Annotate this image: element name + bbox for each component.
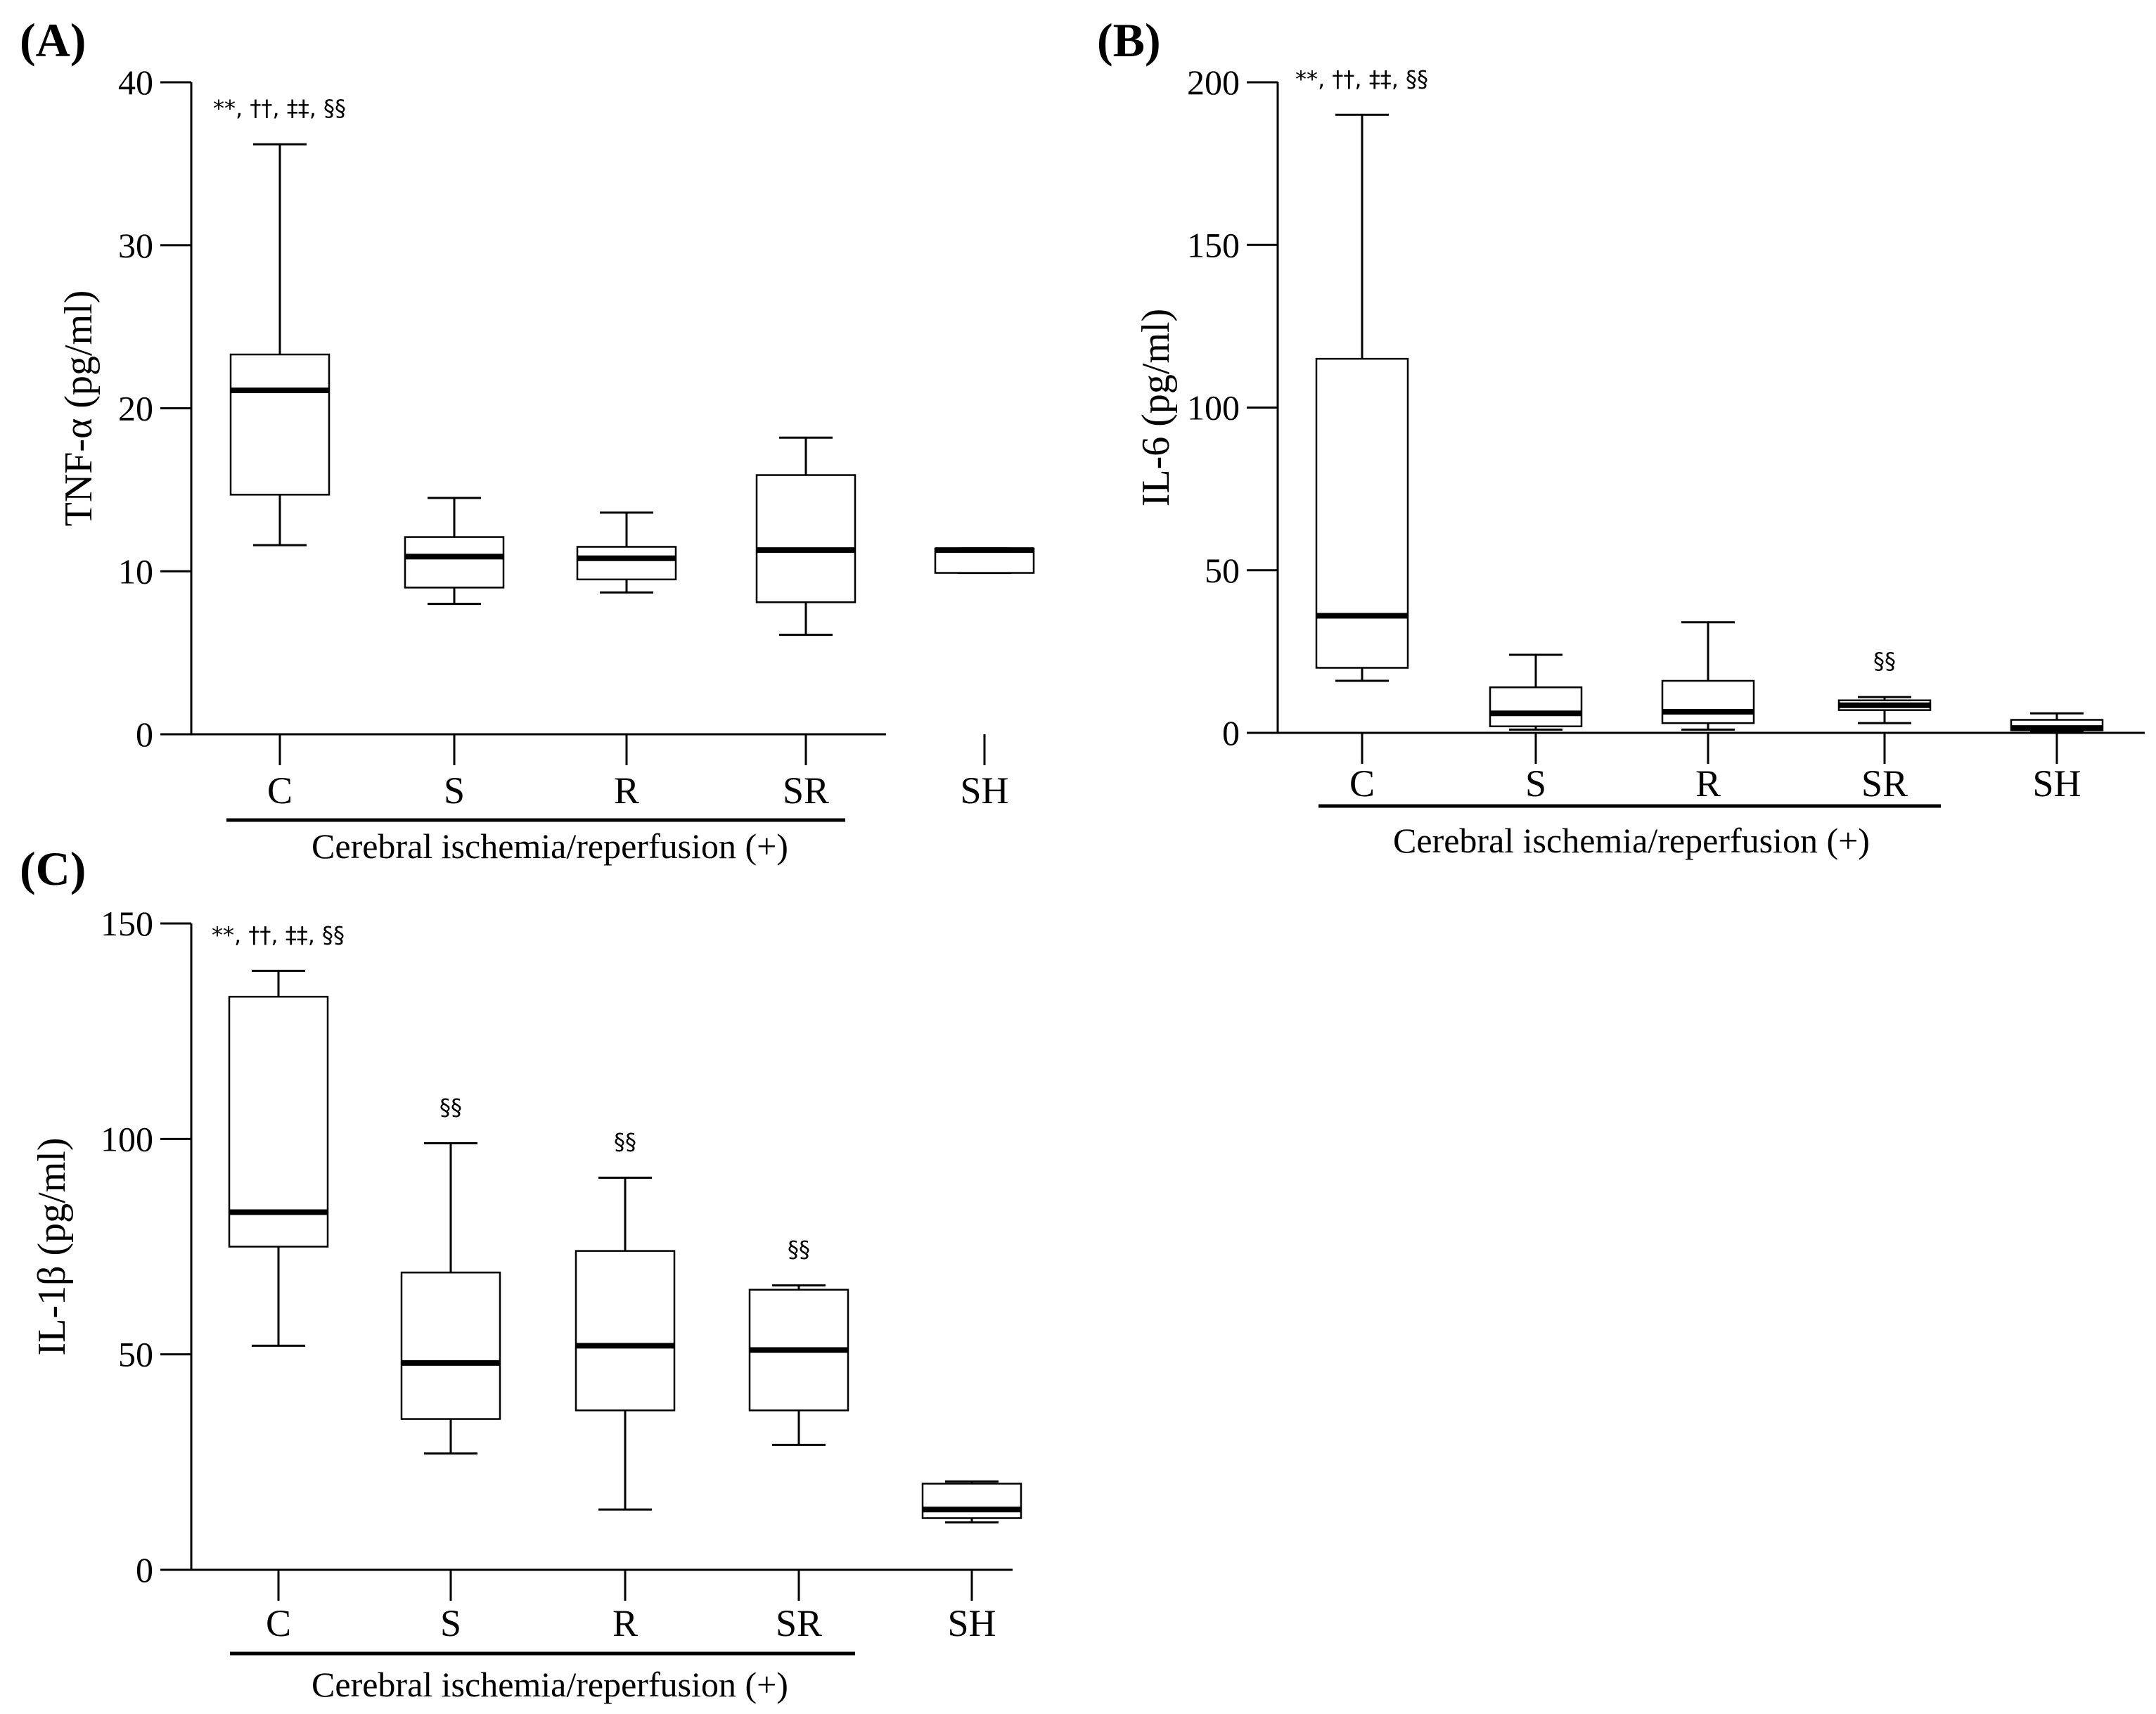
x-tick-label: C xyxy=(267,769,293,812)
significance-annotation: **, ††, ‡‡, §§ xyxy=(213,95,346,122)
y-tick-label: 150 xyxy=(1187,225,1240,264)
x-tick-label: R xyxy=(1695,762,1721,805)
box-r xyxy=(1661,621,1755,731)
group-label: Cerebral ischemia/reperfusion (+) xyxy=(312,1665,788,1704)
iqr-box xyxy=(404,536,505,589)
x-tick-label: SH xyxy=(947,1602,996,1644)
iqr-box xyxy=(921,1483,1022,1519)
y-tick-label: 30 xyxy=(118,226,153,265)
significance-annotation: §§ xyxy=(788,1236,810,1263)
x-tick-label: SR xyxy=(776,1602,822,1644)
y-axis-title: IL-6 (pg/ml) xyxy=(1134,309,1178,506)
significance-annotation: §§ xyxy=(439,1094,462,1120)
box-c: **, ††, ‡‡, §§ xyxy=(213,95,346,546)
y-tick-label: 0 xyxy=(1222,713,1240,753)
iqr-box xyxy=(1489,686,1583,727)
y-axis-title: IL-1β (pg/ml) xyxy=(30,1138,74,1356)
box-r: §§ xyxy=(575,1128,676,1511)
box-sh xyxy=(934,547,1035,575)
x-tick-label: SR xyxy=(783,769,829,812)
iqr-box xyxy=(229,353,331,496)
iqr-box xyxy=(1315,357,1409,669)
x-tick-label: S xyxy=(444,769,465,812)
y-tick-label: 10 xyxy=(118,551,153,591)
panel-label: (B) xyxy=(1097,13,1161,67)
y-axis-title: TNF-α (pg/ml) xyxy=(57,290,101,527)
significance-annotation: §§ xyxy=(1873,648,1896,674)
box-sr: §§ xyxy=(1837,648,1932,724)
x-tick-label: S xyxy=(1525,762,1546,805)
y-tick-label: 50 xyxy=(1205,551,1240,590)
box-r xyxy=(576,511,677,594)
box-sr: §§ xyxy=(748,1236,849,1446)
y-tick-label: 100 xyxy=(1187,388,1240,428)
box-sh xyxy=(2010,712,2104,733)
y-tick-label: 20 xyxy=(118,389,153,428)
x-tick-label: SH xyxy=(2032,762,2081,805)
iqr-box xyxy=(575,1250,676,1412)
box-c: **, ††, ‡‡, §§ xyxy=(1295,65,1428,682)
group-label: Cerebral ischemia/reperfusion (+) xyxy=(312,826,788,866)
panel-label: (C) xyxy=(20,842,86,895)
box-sr xyxy=(755,436,856,637)
box-s xyxy=(404,497,505,606)
y-tick-label: 200 xyxy=(1187,63,1240,102)
y-tick-label: 0 xyxy=(136,1550,153,1590)
significance-annotation: **, ††, ‡‡, §§ xyxy=(212,921,345,948)
box-sh xyxy=(921,1480,1022,1524)
y-tick-label: 50 xyxy=(118,1335,153,1374)
y-tick-label: 0 xyxy=(136,715,153,754)
significance-annotation: **, ††, ‡‡, §§ xyxy=(1295,65,1428,92)
box-s: §§ xyxy=(400,1094,501,1455)
x-tick-label: SR xyxy=(1861,762,1908,805)
significance-annotation: §§ xyxy=(614,1128,636,1155)
x-tick-label: C xyxy=(266,1602,291,1644)
x-tick-label: S xyxy=(440,1602,461,1644)
group-label: Cerebral ischemia/reperfusion (+) xyxy=(1393,821,1870,860)
x-tick-label: R xyxy=(612,1602,638,1644)
y-tick-label: 100 xyxy=(101,1119,153,1158)
x-tick-label: R xyxy=(614,769,639,812)
x-tick-label: SH xyxy=(960,769,1008,812)
y-tick-label: 40 xyxy=(118,63,153,102)
iqr-box xyxy=(1661,679,1755,724)
box-c: **, ††, ‡‡, §§ xyxy=(212,921,345,1347)
iqr-box xyxy=(228,995,329,1248)
y-tick-label: 150 xyxy=(101,904,153,943)
iqr-box xyxy=(755,474,856,603)
iqr-box xyxy=(576,546,677,581)
x-tick-label: C xyxy=(1349,762,1375,805)
box-s xyxy=(1489,653,1583,731)
iqr-box xyxy=(400,1272,501,1420)
panel-label: (A) xyxy=(20,13,86,67)
